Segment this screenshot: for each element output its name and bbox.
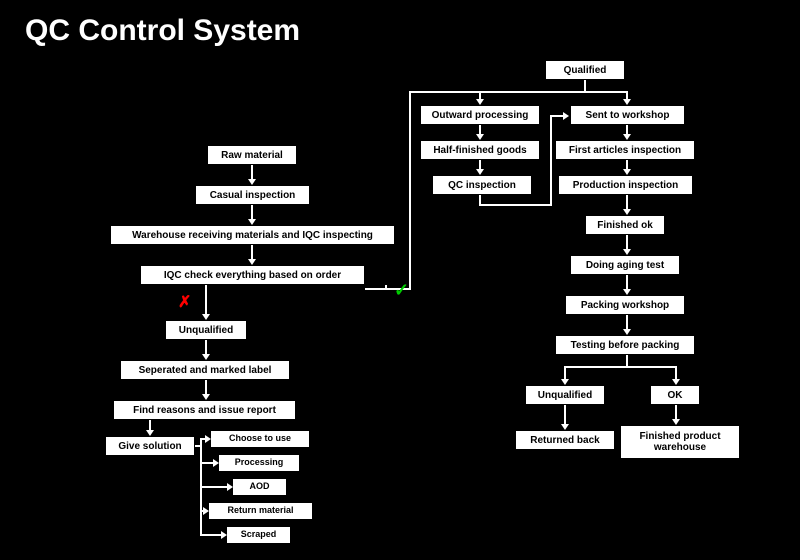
arrow-icon bbox=[202, 314, 210, 320]
arrow-icon bbox=[146, 430, 154, 436]
node-half-finished: Half-finished goods bbox=[420, 140, 540, 160]
node-label: Seperated and marked label bbox=[139, 365, 272, 376]
arrow-icon bbox=[561, 424, 569, 430]
node-label: Returned back bbox=[530, 435, 599, 446]
node-label: Unqualified bbox=[538, 390, 592, 401]
connector bbox=[409, 91, 481, 93]
node-qc-inspection: QC inspection bbox=[432, 175, 532, 195]
node-casual-insp: Casual inspection bbox=[195, 185, 310, 205]
node-label: IQC check everything based on order bbox=[164, 270, 341, 281]
node-unqualified2: Unqualified bbox=[525, 385, 605, 405]
node-label: Doing aging test bbox=[586, 260, 664, 271]
node-scraped: Scraped bbox=[226, 526, 291, 544]
node-choose-use: Choose to use bbox=[210, 430, 310, 448]
arrow-icon bbox=[623, 99, 631, 105]
arrow-icon bbox=[623, 209, 631, 215]
arrow-icon bbox=[202, 354, 210, 360]
node-warehouse-iqc: Warehouse receiving materials and IQC in… bbox=[110, 225, 395, 245]
arrow-icon bbox=[248, 179, 256, 185]
node-label: OK bbox=[668, 390, 683, 401]
node-label: Scraped bbox=[241, 530, 277, 540]
node-label: Production inspection bbox=[573, 180, 679, 191]
arrow-icon bbox=[623, 249, 631, 255]
node-label: Packing workshop bbox=[581, 300, 669, 311]
arrow-icon bbox=[476, 134, 484, 140]
connector bbox=[205, 285, 207, 317]
node-raw-material: Raw material bbox=[207, 145, 297, 165]
node-label: Unqualified bbox=[179, 325, 233, 336]
connector bbox=[479, 91, 627, 93]
node-label: First articles inspection bbox=[569, 145, 681, 156]
connector bbox=[564, 366, 676, 368]
arrow-icon bbox=[221, 531, 227, 539]
node-label: Finished ok bbox=[597, 220, 653, 231]
arrow-icon bbox=[563, 112, 569, 120]
connector bbox=[479, 204, 551, 206]
node-label: Raw material bbox=[221, 150, 283, 161]
arrow-icon bbox=[623, 134, 631, 140]
connector bbox=[385, 285, 387, 290]
node-label: Finished product warehouse bbox=[627, 431, 733, 453]
node-separated: Seperated and marked label bbox=[120, 360, 290, 380]
node-returned-back: Returned back bbox=[515, 430, 615, 450]
connector bbox=[200, 534, 223, 536]
x-mark-icon: ✗ bbox=[178, 292, 191, 312]
node-outward: Outward processing bbox=[420, 105, 540, 125]
arrow-icon bbox=[203, 507, 209, 515]
node-label: Testing before packing bbox=[571, 340, 680, 351]
node-label: Outward processing bbox=[432, 110, 529, 121]
arrow-icon bbox=[476, 99, 484, 105]
node-qualified: Qualified bbox=[545, 60, 625, 80]
connector bbox=[550, 115, 552, 206]
node-finished-warehouse: Finished product warehouse bbox=[620, 425, 740, 459]
node-label: Processing bbox=[235, 458, 284, 468]
node-unqualified: Unqualified bbox=[165, 320, 247, 340]
node-iqc-check: IQC check everything based on order bbox=[140, 265, 365, 285]
node-label: Warehouse receiving materials and IQC in… bbox=[132, 230, 373, 241]
arrow-icon bbox=[476, 169, 484, 175]
node-label: Find reasons and issue report bbox=[133, 405, 276, 416]
node-packing-workshop: Packing workshop bbox=[565, 295, 685, 315]
connector bbox=[550, 115, 564, 117]
node-first-articles: First articles inspection bbox=[555, 140, 695, 160]
node-label: Qualified bbox=[564, 65, 607, 76]
arrow-icon bbox=[672, 419, 680, 425]
node-label: Return material bbox=[227, 506, 293, 516]
node-give-solution: Give solution bbox=[105, 436, 195, 456]
arrow-icon bbox=[623, 289, 631, 295]
node-label: Sent to workshop bbox=[586, 110, 670, 121]
arrow-icon bbox=[227, 483, 233, 491]
node-label: Half-finished goods bbox=[433, 145, 526, 156]
node-sent-workshop: Sent to workshop bbox=[570, 105, 685, 125]
node-aging-test: Doing aging test bbox=[570, 255, 680, 275]
page-title: QC Control System bbox=[25, 14, 300, 48]
node-find-reasons: Find reasons and issue report bbox=[113, 400, 296, 420]
node-finished-ok: Finished ok bbox=[585, 215, 665, 235]
arrow-icon bbox=[623, 329, 631, 335]
node-processing: Processing bbox=[218, 454, 300, 472]
node-label: Give solution bbox=[118, 441, 181, 452]
arrow-icon bbox=[205, 435, 211, 443]
node-label: QC inspection bbox=[448, 180, 516, 191]
arrow-icon bbox=[561, 379, 569, 385]
arrow-icon bbox=[248, 259, 256, 265]
arrow-icon bbox=[248, 219, 256, 225]
node-production-insp: Production inspection bbox=[558, 175, 693, 195]
arrow-icon bbox=[202, 394, 210, 400]
node-aod: AOD bbox=[232, 478, 287, 496]
node-label: Choose to use bbox=[229, 434, 291, 444]
check-mark-icon: ✓ bbox=[394, 280, 409, 301]
connector bbox=[200, 486, 229, 488]
arrow-icon bbox=[623, 169, 631, 175]
node-label: Casual inspection bbox=[210, 190, 296, 201]
arrow-icon bbox=[672, 379, 680, 385]
arrow-icon bbox=[213, 459, 219, 467]
node-label: AOD bbox=[250, 482, 270, 492]
node-return-material: Return material bbox=[208, 502, 313, 520]
node-ok: OK bbox=[650, 385, 700, 405]
node-testing-packing: Testing before packing bbox=[555, 335, 695, 355]
connector bbox=[409, 92, 411, 290]
